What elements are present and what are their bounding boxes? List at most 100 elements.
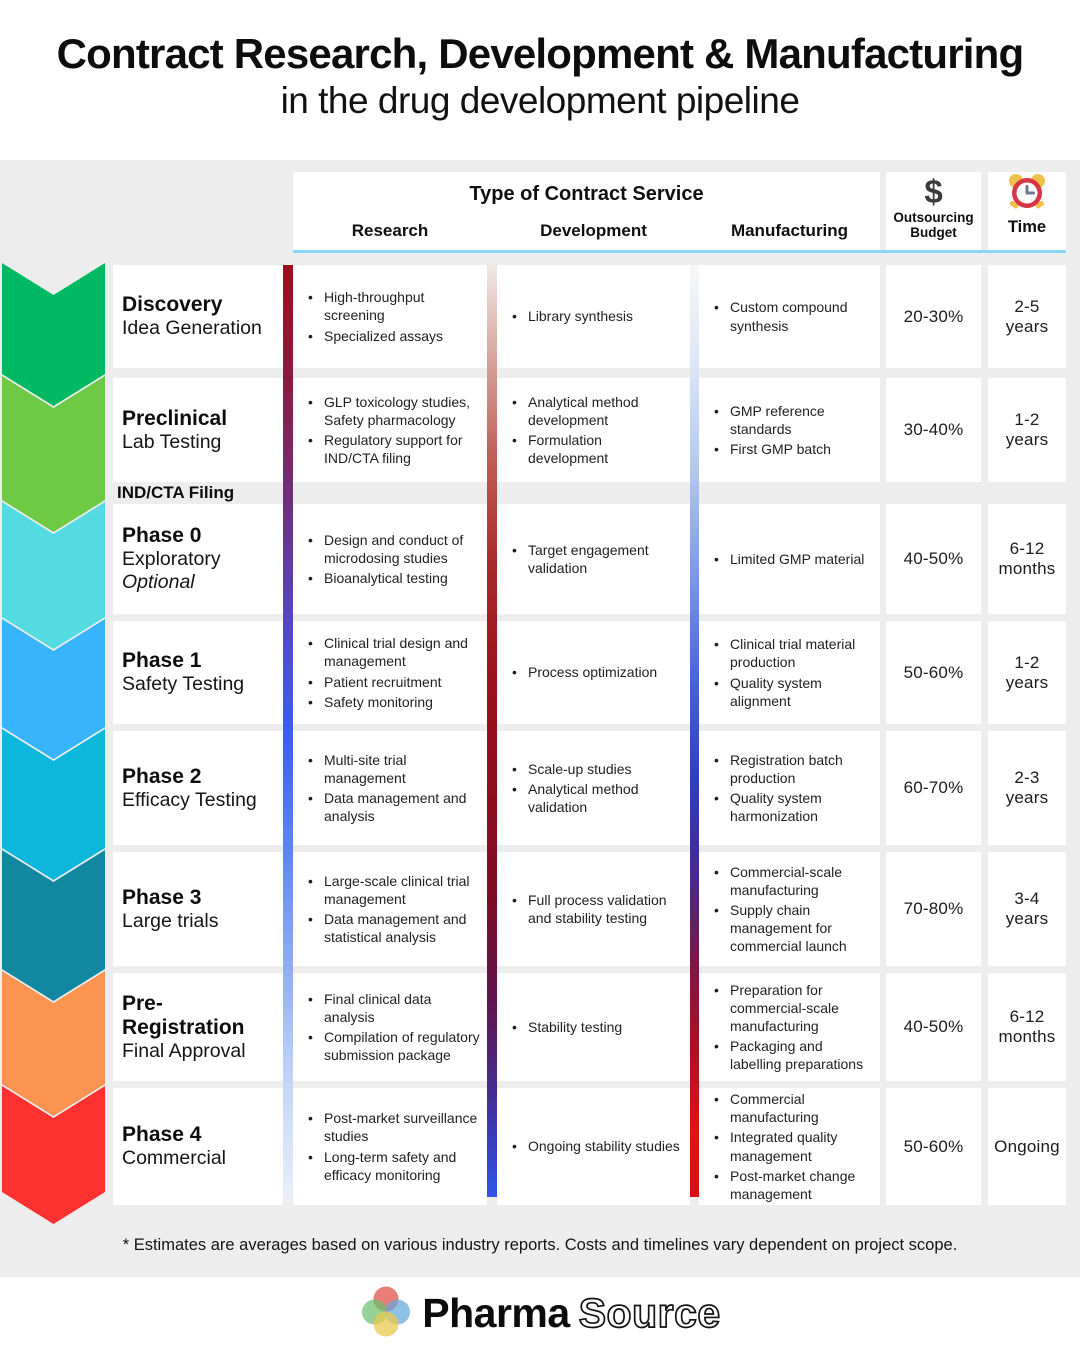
table-row: Phase 2 Efficacy Testing Multi-site tria… (0, 731, 1066, 845)
column-gap (981, 621, 988, 724)
bullet-list: Limited GMP material (699, 548, 880, 570)
page-subtitle: in the drug development pipeline (280, 80, 800, 122)
phase-title: Discovery (122, 293, 223, 317)
bullet-item: High-throughput screening (307, 288, 481, 324)
bullet-list: Clinical trial material productionQualit… (699, 633, 880, 712)
development-cell: Stability testing (497, 973, 690, 1081)
column-gap (981, 378, 988, 482)
budget-value: 50-60% (886, 621, 981, 724)
bullet-item: Final clinical data analysis (307, 990, 481, 1026)
phase-title: Phase 2 (122, 764, 202, 788)
phase-title: Phase 3 (122, 885, 202, 909)
bullet-list: Final clinical data analysisCompilation … (293, 988, 487, 1067)
manufacturing-cell: Commercial-scale manufacturingSupply cha… (699, 852, 880, 966)
research-cell: High-throughput screening Specialized ass… (293, 265, 487, 368)
table-row: Pre-Registration Final Approval Final cl… (0, 973, 1066, 1081)
gradient-divider-manufacturing (690, 265, 699, 1197)
bullet-list: Preparation for commercial-scale manufac… (699, 979, 880, 1076)
column-gap (981, 973, 988, 1081)
bullet-list: GMP reference standards First GMP batch (699, 400, 880, 461)
column-header-time: Time (1007, 218, 1047, 236)
phase-title: Phase 4 (122, 1123, 202, 1147)
pipeline-chevrons (2, 263, 105, 1277)
phase-title: Phase 0 (122, 524, 202, 548)
phase-cell: Phase 0 Exploratory Optional (113, 504, 283, 614)
dollar-icon: $ (924, 173, 943, 210)
manufacturing-cell: Limited GMP material (699, 504, 880, 614)
budget-value: 60-70% (886, 731, 981, 845)
page-title: Contract Research, Development & Manufac… (56, 30, 1025, 77)
bullet-item: Quality system alignment (713, 674, 874, 710)
bullet-list: Design and conduct of microdosing studie… (293, 529, 487, 590)
bullet-item: First GMP batch (713, 440, 874, 458)
bullet-item: Scale-up studies (511, 760, 684, 778)
manufacturing-cell: Preparation for commercial-scale manufac… (699, 973, 880, 1081)
manufacturing-cell: Custom compound synthesis (699, 265, 880, 368)
bullet-item: GMP reference standards (713, 402, 874, 438)
phase-cell: Phase 3 Large trials (113, 852, 283, 966)
research-cell: Multi-site trial managementData manageme… (293, 731, 487, 845)
column-header-research: Research (351, 221, 429, 240)
research-cell: Clinical trial design and management Pati… (293, 621, 487, 724)
column-header-budget: Outsourcing Budget (893, 210, 974, 240)
table-row: Phase 3 Large trials Large-scale clinica… (0, 852, 1066, 966)
header-spacer (487, 221, 497, 241)
phase-note: Optional (122, 571, 195, 594)
bullet-item: Commercial manufacturing (713, 1090, 874, 1126)
bullet-item: Clinical trial material production (713, 635, 874, 671)
time-value: 1-2 years (988, 378, 1066, 482)
bullet-item: Large-scale clinical trial management (307, 872, 481, 908)
phase-subtitle: Final Approval (122, 1039, 246, 1062)
bullet-item: Long-term safety and efficacy monitoring (307, 1148, 481, 1184)
budget-value: 40-50% (886, 973, 981, 1081)
bullet-list: Post-market surveillance studiesLong-ter… (293, 1107, 487, 1186)
phase-cell: Discovery Idea Generation (113, 265, 283, 368)
phase-subtitle: Large trials (122, 909, 219, 932)
bullet-item: Process optimization (511, 663, 684, 681)
phase-subtitle: Idea Generation (122, 317, 262, 340)
research-cell: Post-market surveillance studiesLong-ter… (293, 1088, 487, 1206)
bullet-list: Commercial-scale manufacturingSupply cha… (699, 861, 880, 958)
column-gap (981, 1088, 988, 1205)
manufacturing-cell: Clinical trial material productionQualit… (699, 621, 880, 724)
research-cell: Final clinical data analysisCompilation … (293, 973, 487, 1081)
service-group-title: Type of Contract Service (469, 183, 704, 205)
budget-value: 40-50% (886, 504, 981, 614)
bullet-list: Large-scale clinical trial managementDat… (293, 870, 487, 949)
time-value: 1-2 years (988, 621, 1066, 724)
budget-value: 20-30% (886, 265, 981, 368)
bullet-item: Full process validation and stability te… (511, 891, 684, 927)
pharmasource-logo: Pharma Source (0, 1283, 1080, 1344)
bullet-item: Multi-site trial management (307, 751, 481, 787)
bullet-list: Target engagement validation (497, 539, 690, 579)
bullet-list: Full process validation and stability te… (497, 889, 690, 929)
phase-subtitle: Exploratory (122, 548, 221, 571)
phase-title: Pre-Registration (122, 991, 245, 1039)
bullet-item: Target engagement validation (511, 541, 684, 577)
time-value: 2-3 years (988, 731, 1066, 845)
manufacturing-cell: GMP reference standards First GMP batch (699, 378, 880, 482)
development-cell: Ongoing stability studies (497, 1088, 690, 1206)
column-gap (981, 731, 988, 845)
bullet-item: Formulation development (511, 431, 684, 467)
header-underline (293, 250, 1066, 253)
bullet-item: Data management and analysis (307, 789, 481, 825)
research-cell: GLP toxicology studies, Safety pharmacol… (293, 378, 487, 482)
gradient-divider-research (283, 265, 293, 1197)
development-cell: Analytical method developmentFormulation… (497, 378, 690, 482)
service-column-headers: Research Development Manufacturing (293, 221, 880, 250)
bullet-list: Clinical trial design and management Pati… (293, 632, 487, 713)
bullet-list: Scale-up studies Analytical method valida… (497, 758, 690, 819)
phase-subtitle: Commercial (122, 1147, 227, 1170)
development-cell: Scale-up studies Analytical method valida… (497, 731, 690, 845)
bullet-item: Analytical method development (511, 393, 684, 429)
research-cell: Large-scale clinical trial managementDat… (293, 852, 487, 966)
budget-value: 30-40% (886, 378, 981, 482)
column-header-manufacturing: Manufacturing (730, 221, 849, 240)
bullet-item: Commercial-scale manufacturing (713, 863, 874, 899)
phase-cell: Phase 1 Safety Testing (113, 621, 283, 724)
bullet-item: Compilation of regulatory submission pac… (307, 1028, 481, 1064)
bullet-item: Supply chain management for commercial l… (713, 901, 874, 956)
bullet-item: Specialized assays (307, 327, 481, 345)
development-cell: Process optimization (497, 621, 690, 724)
